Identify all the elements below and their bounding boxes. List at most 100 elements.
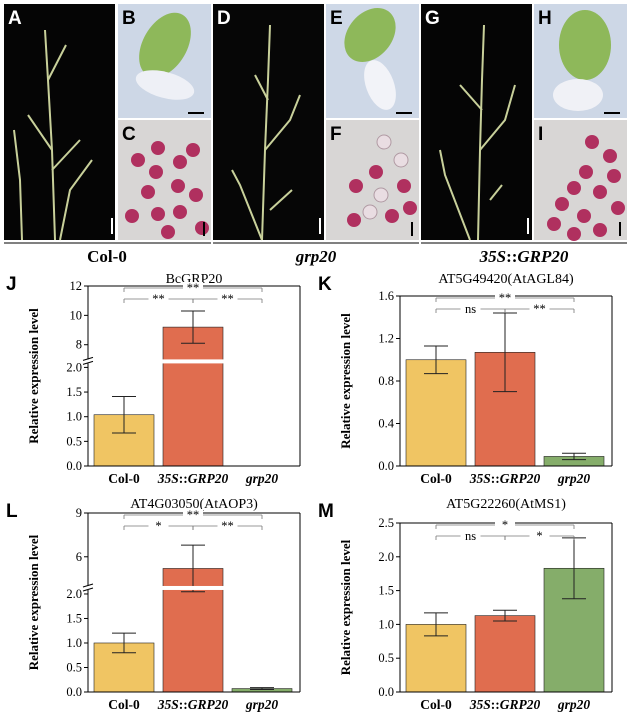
pollen-grain bbox=[151, 141, 165, 155]
y-tick-label: 1.5 bbox=[66, 385, 82, 399]
y-tick-label: 0.0 bbox=[66, 459, 82, 473]
panel-label-D: D bbox=[217, 8, 231, 29]
x-tick-label-part: :: bbox=[491, 471, 500, 486]
y-tick-label: 0.4 bbox=[378, 417, 394, 431]
x-tick-label-part: 35S bbox=[469, 471, 491, 486]
x-tick-label-part: GRP20 bbox=[188, 697, 229, 712]
photo-panels: A B C D E F G H I Col-0 grp20 35S::GRP20 bbox=[4, 4, 627, 266]
significance-label-bg bbox=[183, 509, 203, 519]
significance-label: ns bbox=[465, 302, 476, 316]
pollen-grain bbox=[567, 227, 581, 241]
group-label-35s: 35S bbox=[479, 247, 506, 266]
y-tick-label: 1.0 bbox=[378, 617, 394, 631]
pollen-grain bbox=[579, 165, 593, 179]
axis-break-mark bbox=[82, 587, 94, 592]
y-tick-label: 2.0 bbox=[66, 587, 82, 601]
significance-label: ** bbox=[221, 292, 234, 306]
pollen-grain bbox=[349, 179, 363, 193]
photo-G-plant bbox=[421, 4, 532, 240]
significance-label: ** bbox=[499, 291, 512, 305]
axis-break-mask bbox=[84, 359, 92, 364]
chart-title: AT5G49420(AtAGL84) bbox=[438, 272, 574, 287]
significance-label-bg bbox=[217, 520, 238, 530]
y-tick-label: 0.0 bbox=[66, 685, 82, 699]
x-tick-label: Col-0 bbox=[420, 471, 452, 486]
y-tick-label: 1.5 bbox=[378, 584, 394, 598]
pollen-grain bbox=[149, 165, 163, 179]
x-tick-label-part: 35S bbox=[469, 697, 491, 712]
panel-label-L: L bbox=[6, 501, 18, 522]
pollen-grain bbox=[173, 205, 187, 219]
pollen-grain bbox=[585, 135, 599, 149]
significance-label-bg bbox=[183, 282, 203, 292]
x-tick-label: grp20 bbox=[245, 471, 279, 486]
axis-break-gap bbox=[89, 585, 299, 590]
y-tick-label: 0.8 bbox=[378, 374, 394, 388]
group-label-grp20-oe: GRP20 bbox=[517, 247, 569, 266]
pollen-grain bbox=[567, 181, 581, 195]
significance-label-bg bbox=[529, 530, 550, 540]
panel-label-K: K bbox=[318, 274, 332, 295]
y-axis-label: Relative expression level bbox=[338, 539, 353, 675]
pollen-grain bbox=[173, 155, 187, 169]
pollen-grains-I bbox=[547, 135, 625, 241]
panel-label-H: H bbox=[538, 8, 552, 29]
significance-label: ** bbox=[187, 508, 200, 522]
pollen-grain bbox=[125, 209, 139, 223]
significance-label-bg bbox=[460, 530, 481, 540]
y-tick-label: 1.2 bbox=[378, 332, 394, 346]
y-tick-label: 0.5 bbox=[378, 651, 394, 665]
significance-label-bg bbox=[148, 293, 169, 303]
significance-label-bg bbox=[460, 303, 481, 313]
expression-charts: J BcGRP20 Relative expression level 0.0 0.5 1… bbox=[6, 272, 613, 712]
pollen-grain bbox=[577, 209, 591, 223]
axis-break-gap bbox=[89, 359, 299, 364]
panel-label-C: C bbox=[122, 124, 136, 145]
panel-label-B: B bbox=[122, 8, 136, 29]
x-tick-label: grp20 bbox=[557, 471, 591, 486]
x-tick-label-part: GRP20 bbox=[500, 697, 541, 712]
y-tick-label: 0.5 bbox=[66, 434, 82, 448]
y-axis-label: Relative expression level bbox=[26, 308, 41, 444]
panel-label-J: J bbox=[6, 274, 17, 295]
pollen-grain bbox=[347, 213, 361, 227]
pollen-grain bbox=[593, 185, 607, 199]
y-axis-label: Relative expression level bbox=[26, 534, 41, 670]
significance-label: * bbox=[155, 519, 161, 533]
significance-label-bg bbox=[217, 293, 238, 303]
pollen-grain bbox=[373, 187, 389, 203]
y-axis-label: Relative expression level bbox=[338, 313, 353, 449]
axis-break-mark bbox=[82, 360, 94, 365]
axis-break-mark bbox=[82, 356, 94, 361]
x-tick-label-part: GRP20 bbox=[188, 471, 229, 486]
y-tick-label: 0.5 bbox=[66, 660, 82, 674]
axis-break-mark bbox=[82, 583, 94, 588]
pollen-grain bbox=[161, 225, 175, 239]
flower-illustration-E bbox=[344, 8, 396, 110]
y-tick-label: 1.5 bbox=[66, 611, 82, 625]
x-tick-label: 35S::GRP20 bbox=[157, 697, 229, 712]
y-tick-label: 0.0 bbox=[378, 459, 394, 473]
chart-title: AT4G03050(AtAOP3) bbox=[130, 497, 258, 512]
significance-label-bg bbox=[148, 520, 169, 530]
y-tick-label: 2.5 bbox=[378, 516, 394, 530]
pollen-grain bbox=[186, 143, 200, 157]
pollen-grains-F bbox=[347, 134, 417, 227]
y-tick-label: 10 bbox=[70, 308, 83, 322]
x-tick-label: Col-0 bbox=[420, 697, 452, 712]
pollen-grain bbox=[397, 179, 411, 193]
bar-35S::GRP20 bbox=[474, 615, 536, 693]
pollen-grain bbox=[547, 217, 561, 231]
pollen-grain bbox=[593, 223, 607, 237]
panel-label-F: F bbox=[330, 124, 342, 145]
pollen-grain bbox=[131, 153, 145, 167]
pollen-grain bbox=[195, 221, 209, 235]
x-tick-label: grp20 bbox=[245, 697, 279, 712]
pollen-grain bbox=[141, 185, 155, 199]
significance-label: ** bbox=[152, 292, 165, 306]
significance-label: ** bbox=[533, 302, 546, 316]
x-tick-label-part: :: bbox=[179, 697, 188, 712]
pollen-grain bbox=[393, 152, 409, 168]
pollen-grain bbox=[607, 169, 621, 183]
